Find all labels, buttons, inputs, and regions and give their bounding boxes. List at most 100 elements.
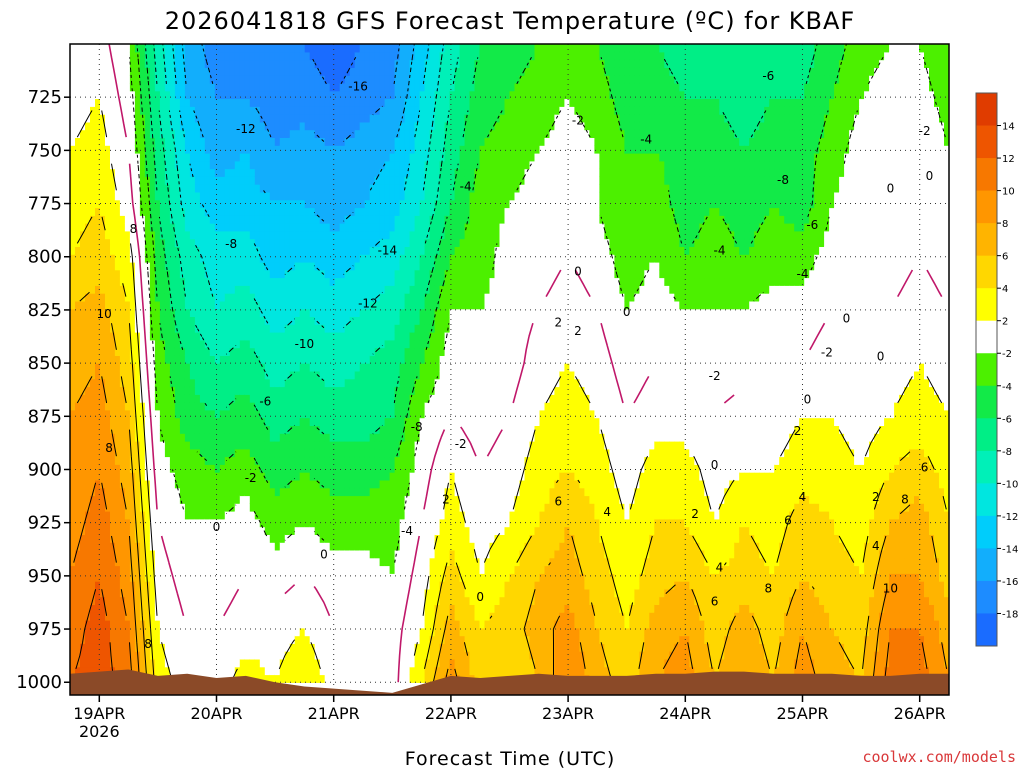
temperature-cell bbox=[359, 518, 366, 528]
temperature-cell bbox=[85, 549, 91, 559]
temperature-cell bbox=[90, 441, 96, 450]
temperature-cell bbox=[304, 168, 311, 177]
temperature-cell bbox=[284, 565, 291, 574]
temperature-cell bbox=[219, 199, 226, 209]
temperature-cell bbox=[354, 620, 361, 629]
temperature-cell bbox=[169, 651, 176, 660]
temperature-cell bbox=[85, 596, 91, 605]
temperature-cell bbox=[234, 409, 241, 419]
temperature-cell bbox=[129, 479, 136, 489]
temperature-cell bbox=[314, 386, 321, 395]
temperature-cell bbox=[229, 425, 236, 434]
temperature-cell bbox=[354, 658, 361, 668]
temperature-cell bbox=[259, 526, 266, 535]
temperature-cell bbox=[349, 51, 356, 61]
temperature-cell bbox=[194, 495, 201, 504]
temperature-cell bbox=[344, 285, 351, 294]
temperature-cell bbox=[159, 82, 166, 92]
temperature-cell bbox=[319, 643, 326, 652]
temperature-cell bbox=[129, 612, 136, 621]
temperature-cell bbox=[85, 394, 91, 403]
temperature-cell bbox=[124, 269, 131, 279]
temperature-cell bbox=[224, 549, 231, 559]
temperature-cell bbox=[85, 269, 91, 279]
temperature-cell bbox=[95, 495, 101, 504]
temperature-cell bbox=[354, 557, 361, 567]
temperature-cell bbox=[304, 542, 311, 551]
temperature-cell bbox=[149, 565, 156, 574]
temperature-cell bbox=[219, 487, 226, 497]
temperature-cell bbox=[274, 596, 281, 605]
temperature-cell bbox=[359, 230, 366, 240]
temperature-cell bbox=[324, 59, 331, 68]
temperature-cell bbox=[304, 114, 311, 123]
temperature-cell bbox=[364, 67, 371, 76]
temperature-cell bbox=[189, 495, 196, 504]
temperature-cell bbox=[209, 627, 216, 637]
temperature-cell bbox=[75, 588, 81, 598]
temperature-cell bbox=[229, 487, 236, 497]
temperature-cell bbox=[174, 293, 181, 302]
temperature-cell bbox=[329, 254, 336, 263]
temperature-cell bbox=[179, 643, 186, 652]
temperature-cell bbox=[339, 106, 346, 115]
temperature-cell bbox=[134, 464, 141, 473]
temperature-cell bbox=[194, 176, 201, 185]
temperature-cell bbox=[344, 355, 351, 364]
temperature-cell bbox=[110, 409, 116, 419]
temperature-cell bbox=[214, 472, 221, 481]
temperature-cell bbox=[139, 627, 146, 637]
temperature-cell bbox=[199, 215, 206, 224]
temperature-cell bbox=[314, 269, 321, 279]
temperature-cell bbox=[319, 417, 326, 426]
temperature-cell bbox=[75, 417, 81, 426]
temperature-cell bbox=[364, 339, 371, 349]
temperature-cell bbox=[110, 246, 116, 255]
temperature-cell bbox=[199, 106, 206, 115]
temperature-cell bbox=[85, 44, 91, 53]
temperature-cell bbox=[329, 184, 336, 193]
temperature-cell bbox=[164, 59, 171, 68]
temperature-cell bbox=[139, 433, 146, 442]
temperature-cell bbox=[189, 441, 196, 450]
temperature-cell bbox=[354, 511, 361, 520]
temperature-cell bbox=[334, 394, 341, 403]
temperature-cell bbox=[139, 121, 146, 131]
temperature-cell bbox=[139, 230, 146, 240]
temperature-cell bbox=[139, 581, 146, 590]
temperature-cell bbox=[179, 246, 186, 255]
temperature-cell bbox=[124, 153, 131, 162]
temperature-cell bbox=[80, 67, 86, 76]
temperature-cell bbox=[344, 542, 351, 551]
temperature-cell bbox=[239, 215, 246, 224]
temperature-cell bbox=[249, 643, 256, 652]
temperature-cell bbox=[85, 121, 91, 131]
temperature-cell bbox=[194, 518, 201, 528]
temperature-cell bbox=[294, 627, 301, 637]
temperature-cell bbox=[364, 472, 371, 481]
temperature-cell bbox=[139, 59, 146, 68]
temperature-cell bbox=[364, 534, 371, 543]
temperature-cell bbox=[179, 487, 186, 497]
temperature-cell bbox=[319, 44, 326, 53]
temperature-cell bbox=[319, 67, 326, 76]
temperature-cell bbox=[90, 51, 96, 61]
temperature-cell bbox=[364, 44, 371, 53]
temperature-cell bbox=[299, 464, 306, 473]
temperature-cell bbox=[129, 651, 136, 660]
temperature-cell bbox=[349, 277, 356, 286]
temperature-cell bbox=[85, 332, 91, 341]
temperature-cell bbox=[114, 153, 121, 162]
temperature-cell bbox=[154, 588, 161, 598]
temperature-cell bbox=[194, 184, 201, 193]
temperature-cell bbox=[80, 472, 86, 481]
temperature-cell bbox=[124, 207, 131, 216]
temperature-cell bbox=[149, 456, 156, 465]
temperature-cell bbox=[219, 596, 226, 605]
temperature-cell bbox=[75, 518, 81, 528]
temperature-cell bbox=[244, 363, 251, 372]
temperature-cell bbox=[289, 82, 296, 92]
temperature-cell bbox=[154, 347, 161, 356]
temperature-cell bbox=[134, 191, 141, 201]
